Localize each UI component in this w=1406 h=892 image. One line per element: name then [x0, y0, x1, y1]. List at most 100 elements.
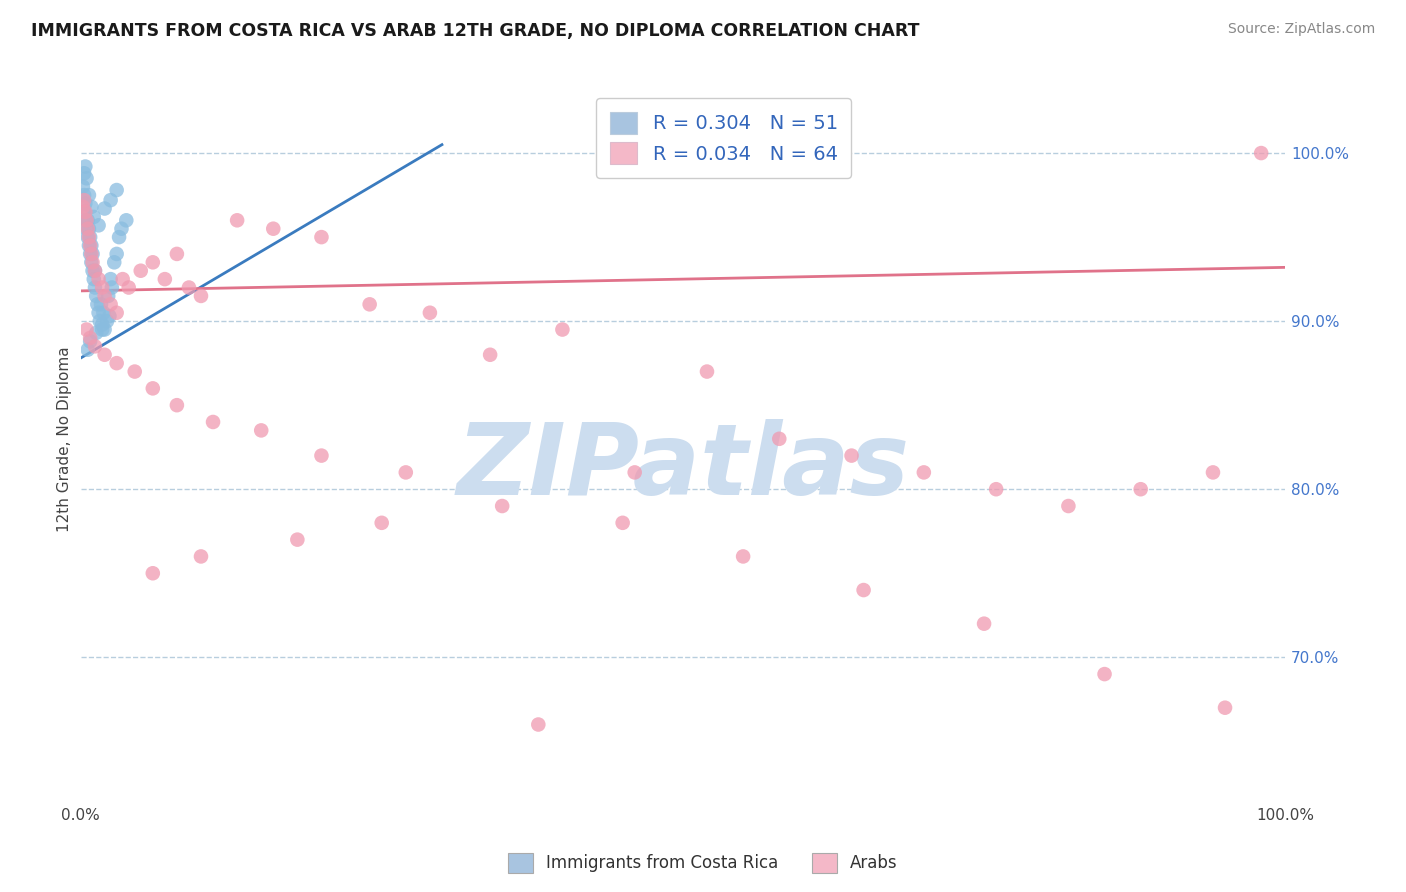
- Point: [124, 365, 146, 379]
- Point: [142, 381, 165, 395]
- Point: [73, 188, 96, 202]
- Point: [733, 549, 755, 564]
- Point: [153, 272, 176, 286]
- Point: [1057, 499, 1080, 513]
- Point: [115, 213, 138, 227]
- Point: [177, 280, 200, 294]
- Point: [973, 616, 995, 631]
- Point: [76, 343, 98, 357]
- Point: [105, 356, 128, 370]
- Text: Source: ZipAtlas.com: Source: ZipAtlas.com: [1227, 22, 1375, 37]
- Point: [93, 322, 115, 336]
- Point: [96, 314, 118, 328]
- Point: [77, 221, 100, 235]
- Point: [105, 183, 128, 197]
- Point: [696, 365, 718, 379]
- Point: [1094, 667, 1116, 681]
- Point: [73, 205, 96, 219]
- Point: [91, 318, 114, 332]
- Point: [79, 238, 101, 252]
- Point: [395, 466, 418, 480]
- Point: [97, 289, 120, 303]
- Point: [73, 166, 96, 180]
- Point: [76, 221, 98, 235]
- Point: [852, 582, 875, 597]
- Point: [86, 297, 108, 311]
- Point: [80, 247, 103, 261]
- Point: [93, 289, 115, 303]
- Point: [984, 482, 1007, 496]
- Text: IMMIGRANTS FROM COSTA RICA VS ARAB 12TH GRADE, NO DIPLOMA CORRELATION CHART: IMMIGRANTS FROM COSTA RICA VS ARAB 12TH …: [31, 22, 920, 40]
- Point: [100, 297, 122, 311]
- Point: [77, 188, 100, 202]
- Point: [91, 280, 114, 294]
- Point: [285, 533, 308, 547]
- Point: [311, 449, 333, 463]
- Point: [90, 297, 112, 311]
- Point: [190, 549, 212, 564]
- Point: [76, 213, 98, 227]
- Point: [250, 423, 273, 437]
- Point: [84, 339, 107, 353]
- Point: [166, 398, 188, 412]
- Point: [110, 221, 132, 235]
- Text: ZIPatlas: ZIPatlas: [457, 419, 910, 516]
- Point: [226, 213, 249, 227]
- Point: [190, 289, 212, 303]
- Point: [87, 306, 110, 320]
- Point: [75, 205, 97, 219]
- Point: [768, 432, 790, 446]
- Point: [419, 306, 441, 320]
- Point: [79, 331, 101, 345]
- Point: [612, 516, 634, 530]
- Point: [72, 179, 94, 194]
- Point: [82, 264, 104, 278]
- Point: [1129, 482, 1152, 496]
- Point: [111, 272, 134, 286]
- Point: [551, 322, 574, 336]
- Point: [83, 272, 105, 286]
- Point: [202, 415, 225, 429]
- Point: [87, 219, 110, 233]
- Point: [82, 247, 104, 261]
- Point: [1213, 700, 1236, 714]
- Point: [89, 314, 111, 328]
- Point: [311, 230, 333, 244]
- Point: [93, 306, 115, 320]
- Point: [103, 255, 125, 269]
- Point: [82, 255, 104, 269]
- Point: [84, 326, 107, 340]
- Point: [105, 306, 128, 320]
- Point: [1250, 146, 1272, 161]
- Point: [75, 196, 97, 211]
- Point: [118, 280, 141, 294]
- Point: [262, 221, 284, 235]
- Legend: R = 0.304   N = 51, R = 0.034   N = 64: R = 0.304 N = 51, R = 0.034 N = 64: [596, 98, 852, 178]
- Point: [1202, 466, 1225, 480]
- Point: [166, 247, 188, 261]
- Point: [80, 200, 103, 214]
- Point: [83, 210, 105, 224]
- Point: [623, 466, 645, 480]
- Point: [77, 230, 100, 244]
- Point: [72, 200, 94, 214]
- Point: [76, 230, 98, 244]
- Y-axis label: 12th Grade, No Diploma: 12th Grade, No Diploma: [58, 346, 72, 532]
- Point: [73, 193, 96, 207]
- Point: [108, 230, 131, 244]
- Point: [79, 230, 101, 244]
- Point: [93, 202, 115, 216]
- Point: [841, 449, 863, 463]
- Point: [84, 264, 107, 278]
- Point: [491, 499, 513, 513]
- Point: [142, 255, 165, 269]
- Point: [76, 322, 98, 336]
- Point: [75, 160, 97, 174]
- Point: [80, 238, 103, 252]
- Point: [76, 213, 98, 227]
- Point: [79, 247, 101, 261]
- Point: [84, 264, 107, 278]
- Point: [142, 566, 165, 581]
- Legend: Immigrants from Costa Rica, Arabs: Immigrants from Costa Rica, Arabs: [502, 847, 904, 880]
- Point: [105, 247, 128, 261]
